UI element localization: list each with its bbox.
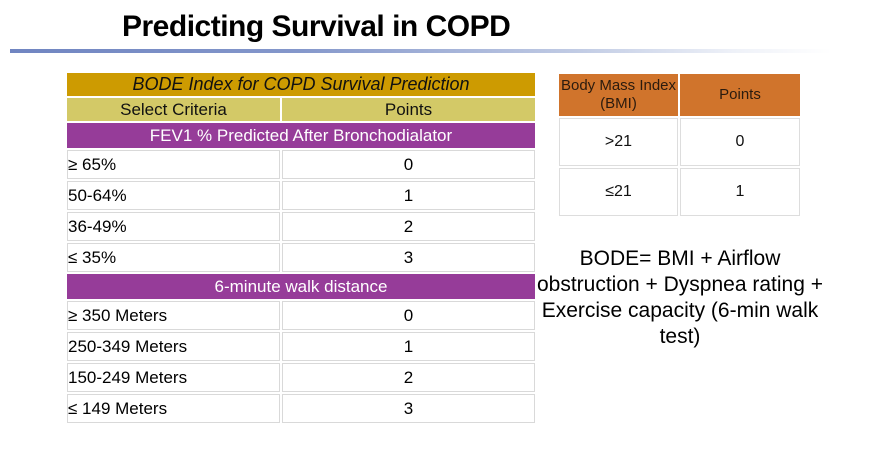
column-header-select-criteria: Select Criteria <box>67 98 280 121</box>
bode-formula-note: BODE= BMI + Airflow obstruction + Dyspne… <box>536 247 823 348</box>
points-cell: 1 <box>282 181 535 210</box>
column-header-points: Points <box>680 74 800 116</box>
criteria-cell: ≤ 35% <box>67 243 280 272</box>
table-row: ≤21 1 <box>559 168 800 216</box>
criteria-cell: ≥ 350 Meters <box>67 301 280 330</box>
criteria-cell: 150-249 Meters <box>67 363 280 392</box>
title-underline-rule <box>10 49 832 53</box>
points-cell: 1 <box>282 332 535 361</box>
points-cell: 0 <box>282 301 535 330</box>
points-cell: 0 <box>282 150 535 179</box>
column-header-points: Points <box>282 98 535 121</box>
table-row: 36-49% 2 <box>67 212 535 241</box>
points-cell: 2 <box>282 363 535 392</box>
table-row: ≥ 65% 0 <box>67 150 535 179</box>
points-cell: 0 <box>680 118 800 166</box>
table-row: ≤ 35% 3 <box>67 243 535 272</box>
column-header-bmi: Body Mass Index (BMI) <box>559 74 678 116</box>
points-cell: 2 <box>282 212 535 241</box>
points-cell: 1 <box>680 168 800 216</box>
bode-index-table: BODE Index for COPD Survival Prediction … <box>65 71 537 425</box>
criteria-cell: 36-49% <box>67 212 280 241</box>
table-row: 150-249 Meters 2 <box>67 363 535 392</box>
points-cell: 3 <box>282 394 535 423</box>
bmi-value-cell: >21 <box>559 118 678 166</box>
points-cell: 3 <box>282 243 535 272</box>
table-row: 250-349 Meters 1 <box>67 332 535 361</box>
section-band-row: FEV1 % Predicted After Bronchodialator <box>67 123 535 148</box>
table-title-row: BODE Index for COPD Survival Prediction <box>67 73 535 96</box>
table-header-row: Select Criteria Points <box>67 98 535 121</box>
bode-table-title: BODE Index for COPD Survival Prediction <box>67 73 535 96</box>
bmi-value-cell: ≤21 <box>559 168 678 216</box>
table-row: 50-64% 1 <box>67 181 535 210</box>
bmi-table: Body Mass Index (BMI) Points >21 0 ≤21 1 <box>557 72 802 218</box>
page-title: Predicting Survival in COPD <box>122 10 511 43</box>
criteria-cell: ≤ 149 Meters <box>67 394 280 423</box>
table-row: ≥ 350 Meters 0 <box>67 301 535 330</box>
table-row: ≤ 149 Meters 3 <box>67 394 535 423</box>
section-label-walk-distance: 6-minute walk distance <box>67 274 535 299</box>
section-label-fev1: FEV1 % Predicted After Bronchodialator <box>67 123 535 148</box>
table-header-row: Body Mass Index (BMI) Points <box>559 74 800 116</box>
criteria-cell: 50-64% <box>67 181 280 210</box>
table-row: >21 0 <box>559 118 800 166</box>
criteria-cell: ≥ 65% <box>67 150 280 179</box>
section-band-row: 6-minute walk distance <box>67 274 535 299</box>
criteria-cell: 250-349 Meters <box>67 332 280 361</box>
